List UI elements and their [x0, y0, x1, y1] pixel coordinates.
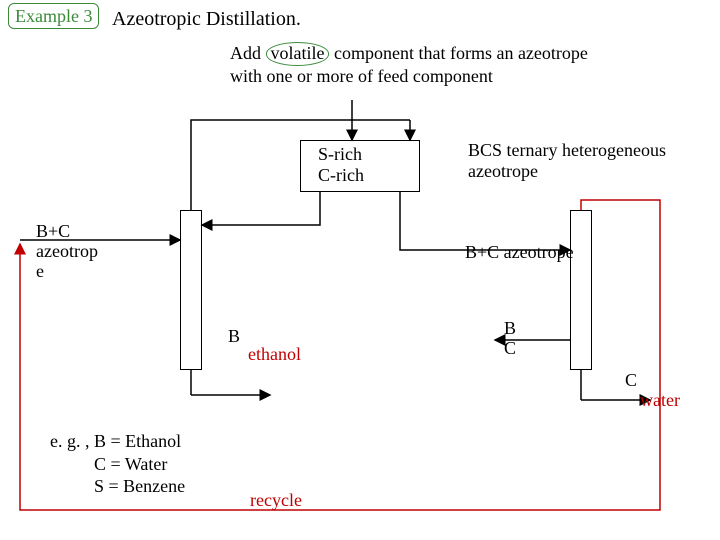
label-c-rich: C-rich [318, 165, 364, 186]
label-bc-left: B+C azeotrop e [36, 222, 98, 281]
label-s-rich: S-rich [318, 144, 362, 165]
label-b: B [228, 326, 240, 347]
label-ethanol: ethanol [248, 344, 301, 365]
label-b2: B [504, 318, 516, 339]
label-c2: C [504, 338, 516, 359]
label-bcs-azeo: BCS ternary heterogeneous azeotrope [468, 140, 666, 181]
example-legend: e. g. , B = Ethanol C = Water S = Benzen… [50, 430, 185, 498]
label-water: water [640, 390, 680, 411]
label-recycle: recycle [250, 490, 302, 511]
label-c3: C [625, 370, 637, 391]
label-bc-right: B+C azeotrope [465, 242, 574, 263]
